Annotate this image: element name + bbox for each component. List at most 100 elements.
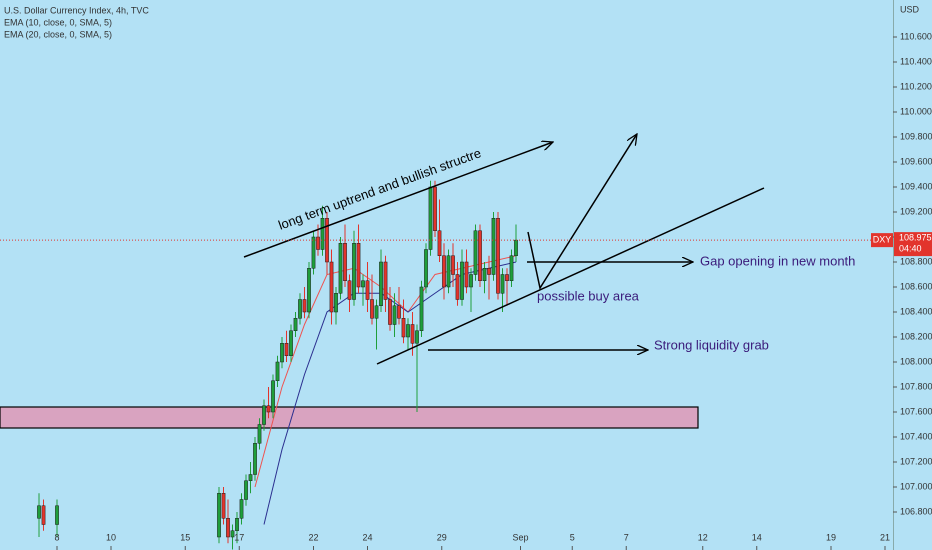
y-tick-label: 109.200 xyxy=(900,206,932,216)
annotation: Gap opening in new month xyxy=(700,253,855,268)
candle-body xyxy=(316,236,320,250)
candle-body xyxy=(307,268,311,313)
candle-body xyxy=(262,405,266,425)
candle-body xyxy=(41,505,46,525)
candle-body xyxy=(302,299,307,313)
candle-body xyxy=(244,480,248,500)
price-tag-countdown: 04:40 xyxy=(899,244,922,254)
candle-body xyxy=(397,305,401,319)
candle-body xyxy=(226,518,230,538)
y-tick-label: 108.600 xyxy=(900,281,932,291)
y-tick-label: 107.400 xyxy=(900,431,932,441)
y-tick-label: 109.800 xyxy=(900,131,932,141)
candle-body xyxy=(320,218,325,250)
candle-body xyxy=(352,243,356,300)
candle-body xyxy=(455,274,460,300)
candle-body xyxy=(388,299,392,325)
candle-body xyxy=(257,424,262,444)
candle-body xyxy=(298,299,302,319)
price-tag-value: 108.975 xyxy=(899,233,932,243)
demand-zone xyxy=(0,406,699,429)
candle-body xyxy=(487,268,491,275)
candle-body xyxy=(334,293,338,313)
x-tick-label: 17 xyxy=(234,532,244,542)
candle-body xyxy=(248,474,253,481)
price-tag xyxy=(894,232,932,257)
x-tick-label: 8 xyxy=(55,532,60,542)
plot xyxy=(37,180,518,550)
candle-body xyxy=(469,274,473,288)
y-tick-label: 108.000 xyxy=(900,356,932,366)
candle-body xyxy=(347,280,352,300)
y-tick-label: 108.400 xyxy=(900,306,932,316)
y-tick-label: 110.400 xyxy=(900,56,932,66)
candle-body xyxy=(280,343,284,363)
legend-entry: EMA (20, close, 0, SMA, 5) xyxy=(4,29,112,39)
candle-body xyxy=(514,239,518,256)
x-tick-label: 5 xyxy=(570,532,575,542)
x-tick-label: Sep xyxy=(512,532,528,542)
candle-body xyxy=(293,318,298,331)
candle-body xyxy=(230,530,235,538)
candle-body xyxy=(419,286,424,331)
candle-body xyxy=(509,255,514,281)
candle-body xyxy=(442,255,446,288)
candle-body xyxy=(392,305,397,325)
candle-body xyxy=(383,261,388,300)
y-tick-label: 108.800 xyxy=(900,256,932,266)
candle-body xyxy=(491,218,496,275)
y-tick-label: 109.600 xyxy=(900,156,932,166)
candle-body xyxy=(415,330,419,344)
candle-body xyxy=(496,218,500,294)
x-tick-label: 21 xyxy=(880,532,890,542)
annotation: Strong liquidity grab xyxy=(654,337,769,352)
support-line xyxy=(376,187,765,365)
candle-body xyxy=(478,230,482,281)
x-tick-label: 14 xyxy=(752,532,762,542)
candle-body xyxy=(343,243,347,281)
candle-body xyxy=(482,268,487,281)
candle-body xyxy=(361,280,365,288)
annotation: possible buy area xyxy=(537,288,640,303)
candle-body xyxy=(356,243,361,288)
candle-body xyxy=(379,261,383,306)
candle-body xyxy=(437,230,442,256)
x-tick-label: 24 xyxy=(362,532,372,542)
candle-body xyxy=(505,274,509,281)
y-tick-label: 106.800 xyxy=(900,506,932,516)
candle-body xyxy=(473,230,478,275)
candle-body xyxy=(500,274,505,294)
trend-arrow xyxy=(243,142,553,258)
x-tick-label: 15 xyxy=(180,532,190,542)
y-tick-label: 110.600 xyxy=(900,31,932,41)
candle-body xyxy=(284,343,289,356)
candle-body xyxy=(221,493,226,519)
candle-body xyxy=(338,243,343,294)
price-tag-symbol xyxy=(871,233,893,248)
y-tick-label: 107.200 xyxy=(900,456,932,466)
candle-body xyxy=(235,518,239,531)
candle-body xyxy=(329,261,334,313)
candle-body xyxy=(424,249,428,288)
candle-body xyxy=(433,186,437,231)
y-tick-label: 109.400 xyxy=(900,181,932,191)
candle-body xyxy=(253,443,257,475)
x-tick-label: 7 xyxy=(624,532,629,542)
candle-body xyxy=(406,324,410,338)
x-tick-label: 12 xyxy=(698,532,708,542)
y-tick-label: 110.200 xyxy=(900,81,932,91)
candle-body xyxy=(374,305,379,319)
legend-entry: EMA (10, close, 0, SMA, 5) xyxy=(4,17,112,27)
candle-body xyxy=(451,255,455,275)
y-tick-label: 110.000 xyxy=(900,106,932,116)
candle-body xyxy=(446,255,451,288)
candle-body xyxy=(217,493,221,538)
candle-body xyxy=(410,324,415,344)
y-tick-label: 107.000 xyxy=(900,481,932,491)
currency-label: USD xyxy=(900,4,920,14)
price-tag-symbol-text: DXY xyxy=(873,235,892,245)
x-tick-label: 22 xyxy=(308,532,318,542)
candle-body xyxy=(55,505,59,525)
